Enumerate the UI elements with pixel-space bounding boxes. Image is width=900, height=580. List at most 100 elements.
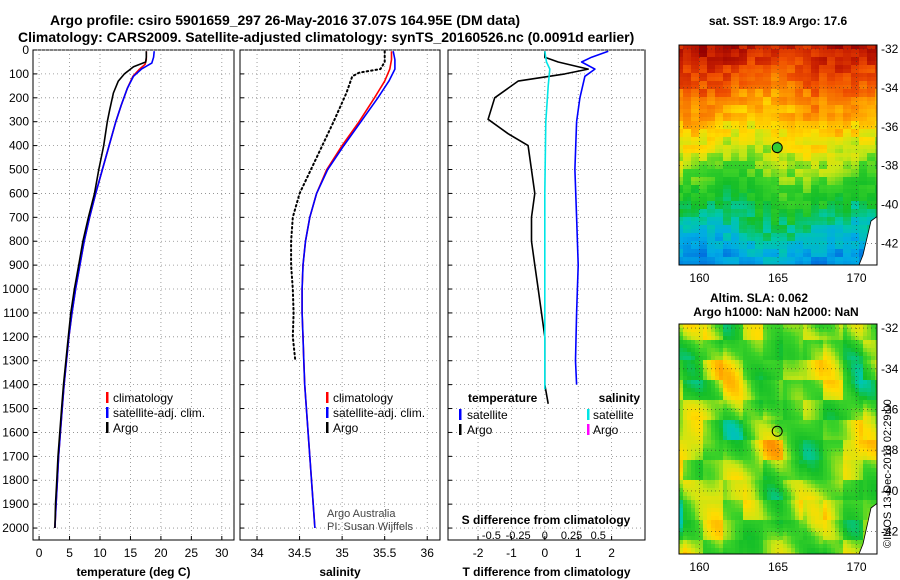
legend-swatch	[459, 424, 462, 435]
map-lat-label: -40	[881, 198, 899, 212]
plot-frame	[32, 49, 235, 541]
map-lat-label: -42	[881, 237, 899, 251]
legend-swatch	[326, 392, 329, 403]
y-tick-label: 2000	[2, 521, 29, 535]
map-lat-label: -36	[881, 402, 899, 416]
legend-label: Argo	[467, 423, 493, 437]
map-lat-label: -34	[881, 81, 899, 95]
y-tick-label: 700	[9, 210, 29, 224]
x-tick-label: 5	[66, 546, 73, 560]
y-tick-label: 1900	[2, 497, 29, 511]
y-tick-label: 1300	[2, 354, 29, 368]
series-line-argo	[290, 50, 386, 362]
map-lon-label: 165	[768, 271, 788, 285]
x-axis-label: temperature (deg C)	[76, 565, 190, 579]
y-tick-label: 1600	[2, 425, 29, 439]
legend-swatch	[587, 424, 590, 435]
x-tick-label: 0	[541, 546, 548, 560]
salinity-panel: 34 34.5 35 35.5 36 salinity climatologysatelli…	[239, 49, 441, 579]
series-line-satellite	[301, 51, 396, 529]
x-tick-label: 25	[185, 546, 199, 560]
sla-field	[679, 324, 878, 555]
y-tick-label: 0	[22, 43, 29, 57]
sst-map-title: sat. SST: 18.9 Argo: 17.6	[709, 14, 848, 28]
map-lat-label: -38	[881, 159, 899, 173]
sla-map: -32 -34 -36 -38 -40 -42 160 165 170 Altim. SLA: 0…	[678, 291, 899, 574]
x-axis-label: T difference from climatology	[462, 565, 630, 579]
secondary-tick-label: 0.25	[561, 530, 582, 542]
map-lat-label: -42	[881, 525, 899, 539]
x-tick-label: 20	[154, 546, 168, 560]
y-tick-label: 1800	[2, 473, 29, 487]
profile-panels: 0 5 10 15 20 25 300100200300400500600700800900…	[2, 43, 646, 579]
secondary-tick-label: 0	[542, 530, 548, 542]
series-line-t-argo	[487, 51, 590, 404]
credit-text: ©IMOS 13-Dec-2018 02:29:00	[882, 399, 894, 548]
map-lon-label: 160	[689, 271, 709, 285]
series-line-argo	[54, 51, 148, 529]
y-tick-label: 1400	[2, 378, 29, 392]
y-tick-label: 1200	[2, 330, 29, 344]
x-tick-label: 15	[124, 546, 138, 560]
legend-label: climatology	[333, 391, 393, 405]
series-line-climatology	[301, 51, 393, 529]
legend-swatch	[326, 422, 329, 433]
y-tick-label: 1100	[3, 306, 29, 320]
y-tick-label: 1700	[2, 449, 29, 463]
map-panels: -32 -34 -36 -38 -40 -42 160 165 170 sat. SST: 18.…	[678, 14, 899, 574]
plot-frame	[447, 49, 646, 541]
map-lon-label: 170	[847, 560, 867, 574]
annotation-line-1: Argo Australia	[327, 508, 396, 520]
map-lat-label: -32	[881, 321, 899, 335]
y-tick-label: 200	[9, 91, 29, 105]
annotation-line-2: PI: Susan Wijffels	[327, 521, 413, 533]
x-tick-label: 36	[421, 546, 435, 560]
y-tick-label: 1000	[2, 282, 29, 296]
map-frame	[678, 323, 878, 555]
title-line-2: Climatology: CARS2009. Satellite-adjuste…	[18, 29, 634, 45]
secondary-axis-label: S difference from climatology	[462, 513, 631, 527]
plot-frame	[239, 49, 441, 541]
map-lat-label: -36	[881, 120, 899, 134]
legend-title-salinity: salinity	[599, 391, 641, 405]
legend-label: Argo	[113, 421, 139, 435]
argo-float-marker	[771, 142, 783, 154]
argo-float-marker	[771, 425, 783, 437]
y-tick-label: 900	[9, 258, 29, 272]
legend-swatch	[587, 409, 590, 420]
legend-label: satellite-adj. clim.	[113, 406, 205, 420]
difference-panel: -2 -1 0 1 2 T difference from climatology temp…	[447, 49, 646, 579]
map-lon-label: 160	[689, 560, 709, 574]
secondary-tick-label: -0.5	[482, 530, 501, 542]
x-tick-label: 35.5	[373, 546, 397, 560]
legend-label: climatology	[113, 391, 173, 405]
legend-swatch	[106, 392, 109, 403]
title-line-1: Argo profile: csiro 5901659_297 26-May-2…	[50, 12, 520, 28]
y-tick-label: 300	[9, 115, 29, 129]
legend-label: Argo	[333, 421, 359, 435]
map-lon-label: 170	[847, 271, 867, 285]
y-tick-label: 400	[9, 139, 29, 153]
x-tick-label: 30	[215, 546, 229, 560]
x-tick-label: 0	[36, 546, 43, 560]
y-tick-label: 600	[9, 186, 29, 200]
y-tick-label: 1500	[2, 402, 29, 416]
map-frame	[678, 44, 878, 266]
map-lat-label: -32	[881, 42, 899, 56]
series-line-t-satellite	[574, 50, 609, 385]
secondary-tick-label: 0.5	[591, 530, 606, 542]
legend-label: satellite	[467, 408, 508, 422]
x-tick-label: 34.5	[288, 546, 312, 560]
x-tick-label: 34	[250, 546, 264, 560]
sst-map: -32 -34 -36 -38 -40 -42 160 165 170 sat. SST: 18.…	[678, 14, 899, 285]
legend-swatch	[106, 407, 109, 418]
secondary-tick-label: -0.25	[506, 530, 531, 542]
y-tick-label: 500	[9, 163, 29, 177]
legend-swatch	[459, 409, 462, 420]
legend-swatch	[106, 422, 109, 433]
legend-label: Argo	[593, 423, 619, 437]
y-tick-label: 100	[9, 67, 29, 81]
legend-swatch	[326, 407, 329, 418]
x-tick-label: 1	[575, 546, 582, 560]
